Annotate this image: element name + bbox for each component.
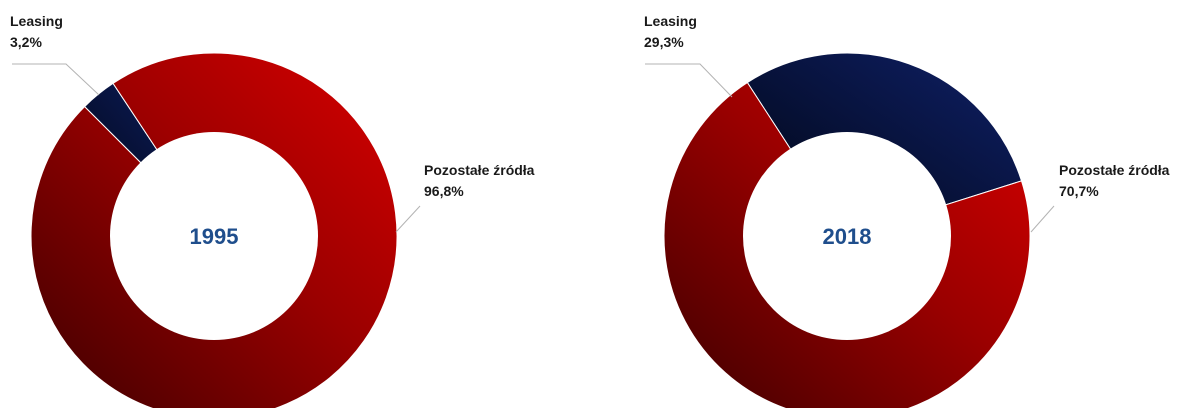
donut-2018-label-other: Pozostałe źródła [1059, 162, 1170, 178]
donut-1995-leader-other [395, 205, 421, 233]
donut-1995-label-leasing: Leasing [10, 13, 63, 29]
donut-2018-leader-leasing [645, 63, 733, 98]
donut-chart-1995: 1995 Leasing 3,2% Pozostałe źródła 96,8% [10, 13, 535, 408]
donut-2018-label-leasing: Leasing [644, 13, 697, 29]
donut-1995-value-other: 96,8% [424, 183, 464, 199]
donut-2018-value-leasing: 29,3% [644, 34, 684, 50]
donut-1995-hole [110, 132, 318, 340]
donut-1995-leader-leasing [12, 63, 100, 96]
donut-1995-label-other: Pozostałe źródła [424, 162, 535, 178]
donut-2018-value-other: 70,7% [1059, 183, 1099, 199]
donut-2018-hole [743, 132, 951, 340]
donut-chart-2018: 2018 Leasing 29,3% Pozostałe źródła 70,7… [644, 13, 1170, 408]
donut-2018-center-label: 2018 [823, 224, 872, 249]
donut-1995-center-label: 1995 [190, 224, 239, 249]
donut-2018-leader-other [1030, 205, 1055, 233]
donut-1995-value-leasing: 3,2% [10, 34, 42, 50]
